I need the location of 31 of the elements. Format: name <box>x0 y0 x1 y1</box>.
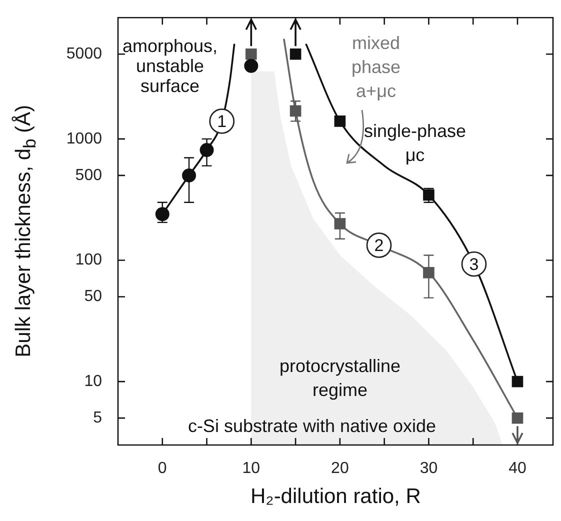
point <box>155 207 170 222</box>
x-tick-label: 40 <box>508 460 526 478</box>
point <box>334 116 346 127</box>
point <box>246 48 257 60</box>
annotation: 3 <box>469 254 479 274</box>
y-tick-label: 100 <box>75 252 102 269</box>
y-tick-label: 10 <box>84 372 102 390</box>
point <box>334 218 346 230</box>
y-tick-label: 5000 <box>66 46 102 63</box>
y-tick-label: 5 <box>93 409 102 426</box>
annotation: amorphous, unstable surface <box>122 36 218 96</box>
annotation: c-Si substrate with native oxide <box>188 416 436 436</box>
annotation: protocrystalline regime <box>279 356 401 400</box>
point <box>512 376 524 388</box>
annotation: mixed phase a+μc <box>351 33 401 101</box>
point <box>290 48 302 60</box>
y-tick-label: 50 <box>84 288 102 306</box>
y-tick-label: 500 <box>75 166 102 184</box>
x-tick-label: 30 <box>420 460 438 478</box>
point <box>512 412 524 424</box>
point <box>182 168 196 182</box>
point <box>423 267 434 278</box>
annotation: 1 <box>217 112 227 131</box>
annotation: 2 <box>374 236 384 255</box>
point <box>244 58 258 73</box>
y-tick-label: 1000 <box>66 130 102 148</box>
x-tick-label: 0 <box>158 460 167 478</box>
x-axis-title: H₂-dilution ratio, R <box>250 485 421 509</box>
annotation: single-phase μc <box>364 121 466 165</box>
x-tick-label: 10 <box>242 460 260 478</box>
x-tick-label: 20 <box>331 460 349 478</box>
